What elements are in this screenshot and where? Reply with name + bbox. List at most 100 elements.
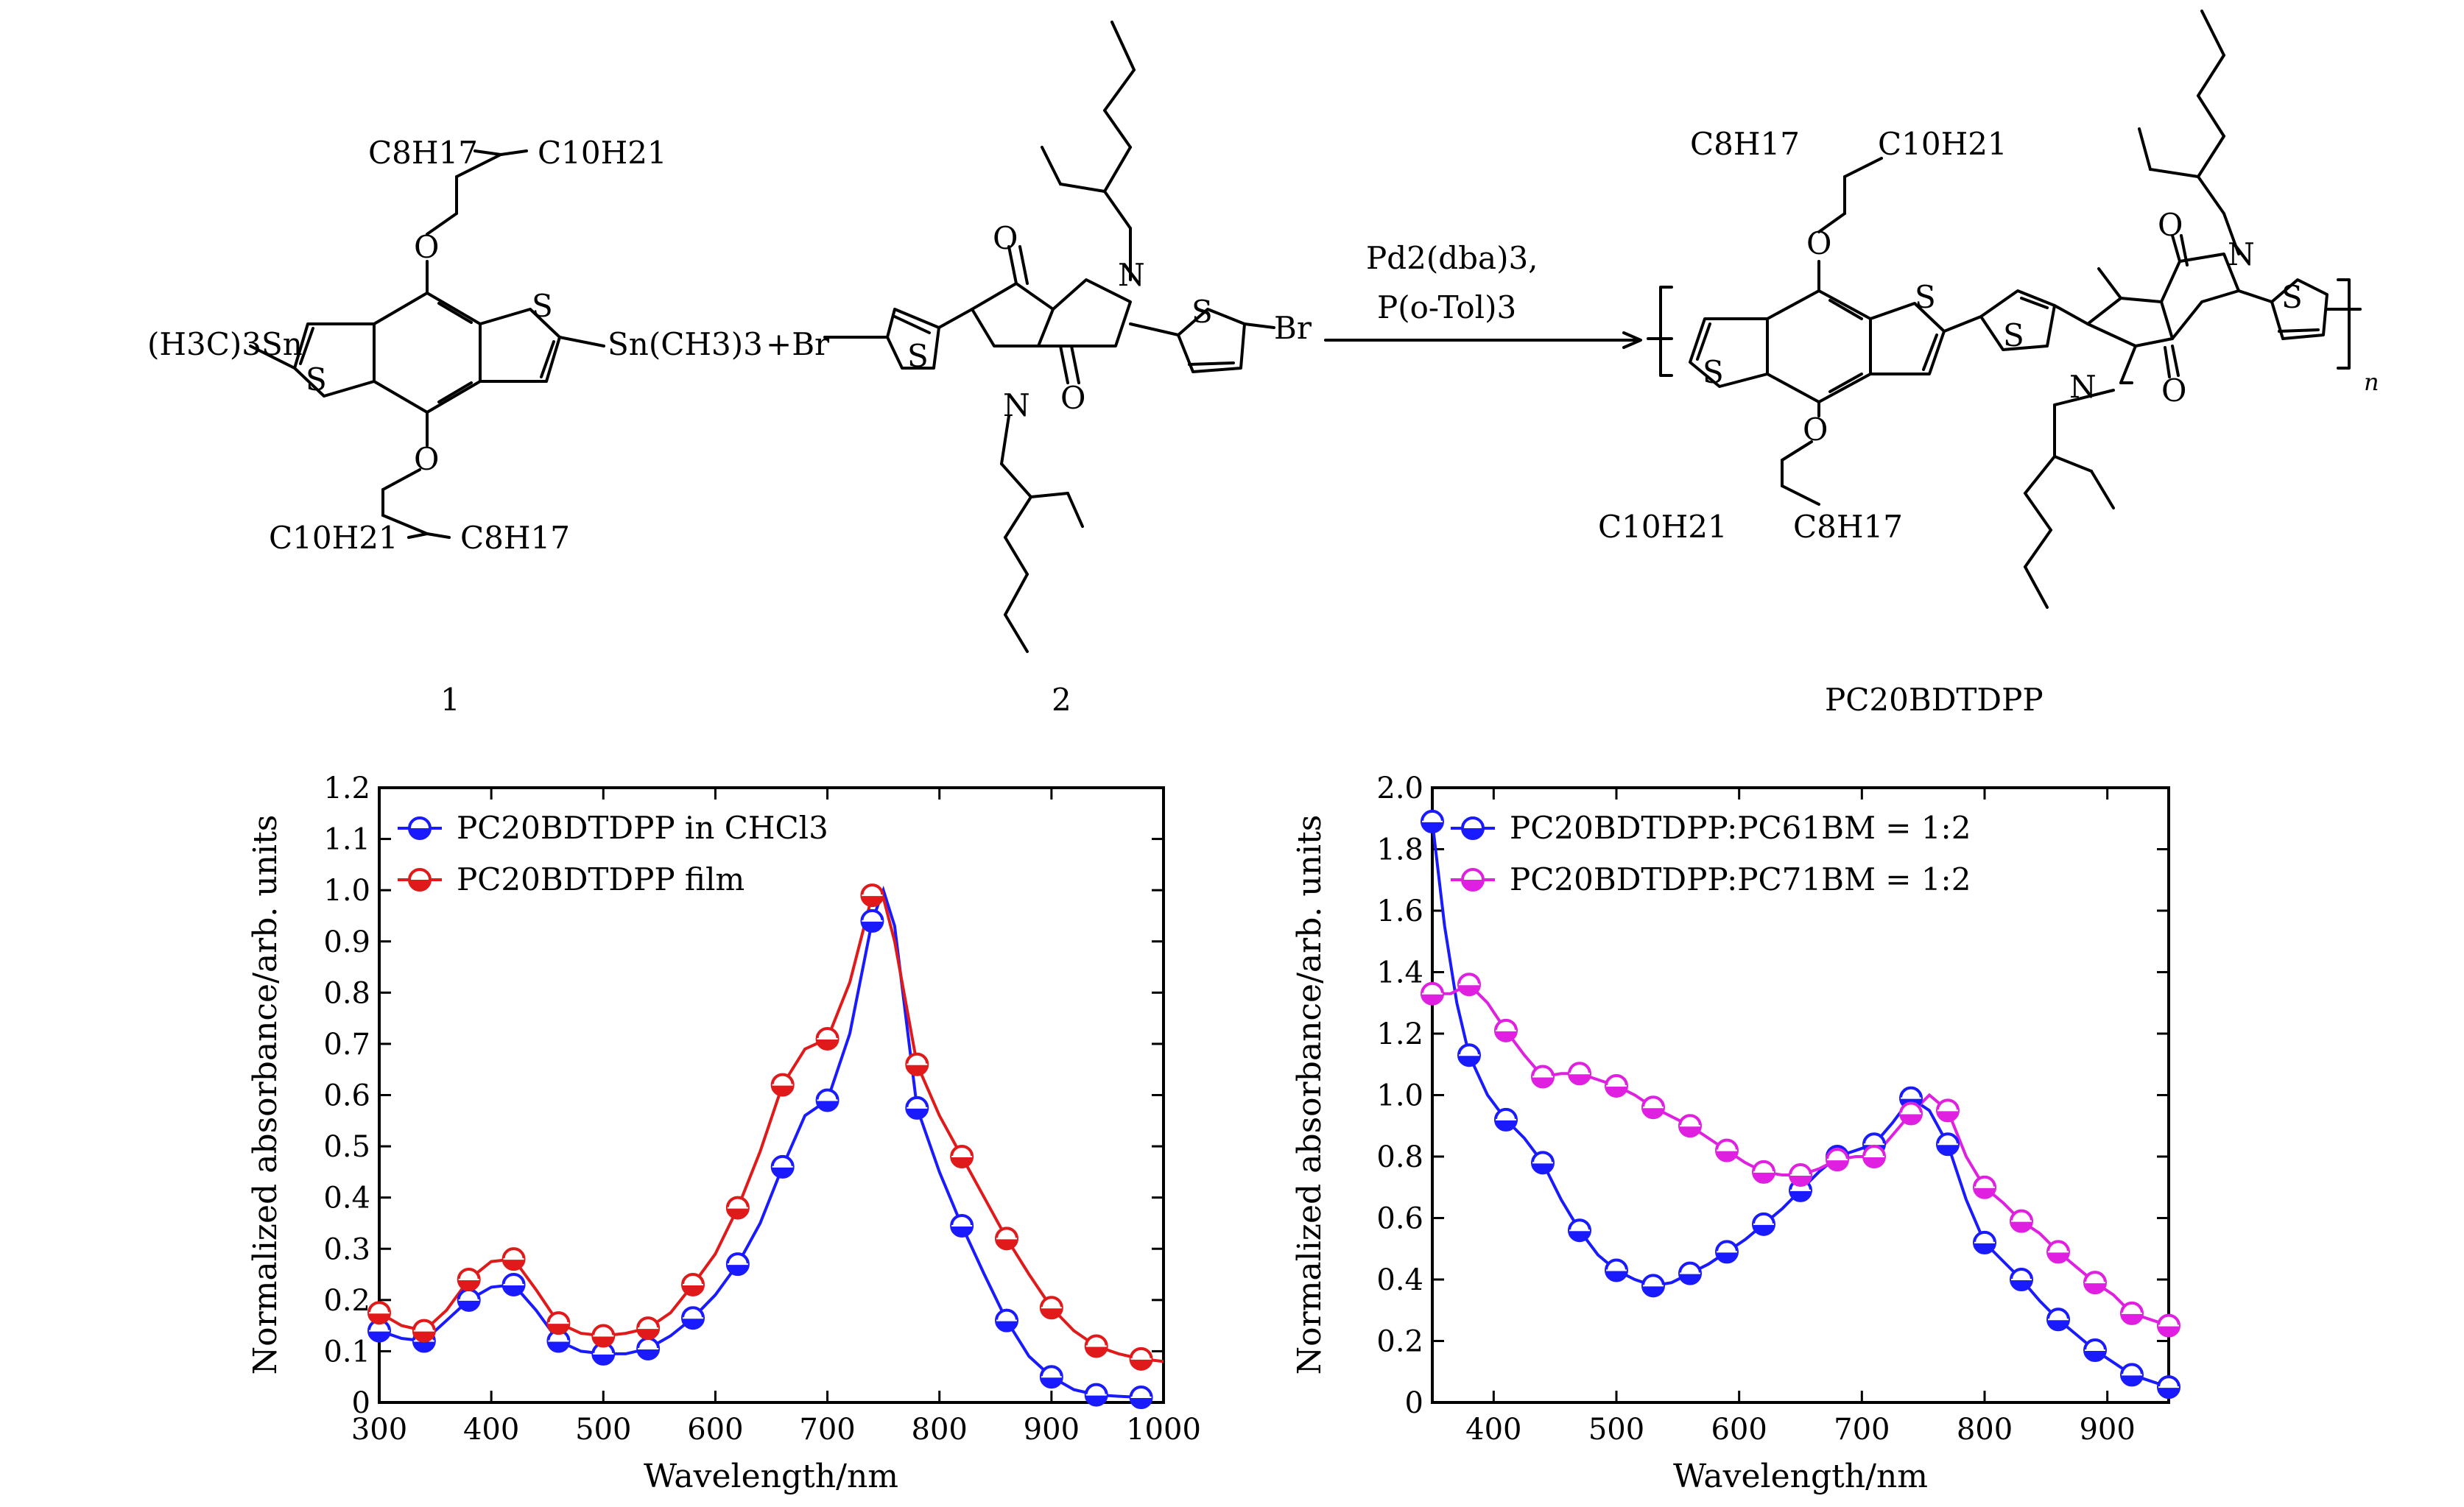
p-nitrogen-top: N (2228, 236, 2255, 272)
data-point (2157, 1313, 2180, 1338)
data-point (1084, 1334, 1108, 1358)
plot-area: 0 0.2 0.4 0.6 0.8 1.0 1.2 1.4 1.6 1.8 2.0 400 500 60… (1376, 772, 2180, 1447)
data-point (636, 1336, 661, 1360)
conditions-line2: P(o-Tol)3 (1377, 289, 1516, 325)
r2-nitrogen-bottom: N (1003, 387, 1030, 423)
r2-nitrogen-top: N (1118, 257, 1145, 293)
data-point (681, 1306, 705, 1330)
absorbance-chart-solution-film: 0 0.1 0.2 0.3 0.4 0.5 0.6 0.7 0.8 0.9 1.0 1.1 1.2 30… (247, 772, 1201, 1495)
absorbance-chart-blends: 0 0.2 0.4 0.6 0.8 1.0 1.2 1.4 1.6 1.8 2.0 400 500 60… (1291, 772, 2180, 1495)
data-point (1531, 1151, 1555, 1175)
data-point (1039, 1365, 1063, 1389)
x-tick-label: 900 (2079, 1413, 2135, 1447)
data-point (1936, 1098, 1960, 1123)
x-axis-label: Wavelength/nm (1673, 1458, 1928, 1495)
data-point (1752, 1212, 1775, 1236)
legend-marker (1461, 816, 1485, 840)
data-point (1494, 1107, 1518, 1132)
r2-oxygen-top: O (993, 220, 1018, 256)
data-point (905, 1095, 929, 1120)
conditions-line1: Pd2(dba)3, (1366, 240, 1538, 276)
data-point (2083, 1271, 2107, 1295)
p-top-right: C10H21 (1878, 126, 2007, 162)
x-tick-label: 800 (912, 1413, 968, 1447)
x-tick-label: 700 (799, 1413, 855, 1447)
y-tick-label: 1.0 (323, 874, 370, 908)
data-point (995, 1308, 1018, 1333)
data-point (950, 1145, 974, 1168)
y-tick-label: 0.6 (323, 1079, 370, 1113)
data-point (1715, 1240, 1739, 1264)
data-point (2010, 1209, 2033, 1233)
data-point (2157, 1375, 2180, 1400)
plus-br: +Br (766, 326, 830, 362)
legend-marker (408, 816, 432, 840)
series-line-2 (379, 893, 1164, 1363)
legend-marker (408, 868, 432, 892)
r1-sulfur-left: S (306, 361, 327, 398)
p-sulfur-2: S (1703, 354, 1724, 390)
x-tick-label: 500 (575, 1413, 631, 1447)
r1-top-left: C8H17 (368, 135, 478, 171)
data-point (905, 1052, 929, 1076)
data-point (1789, 1163, 1812, 1187)
y-tick-label: 1.4 (1376, 956, 1423, 990)
x-tick-label: 400 (463, 1413, 519, 1447)
plot-area: 0 0.1 0.2 0.3 0.4 0.5 0.6 0.7 0.8 0.9 1.0 1.1 1.2 30… (323, 772, 1201, 1447)
data-point (1641, 1274, 1665, 1298)
x-tick-label: 1000 (1126, 1413, 1201, 1447)
data-point (1862, 1145, 1886, 1168)
x-tick-label: 900 (1024, 1413, 1080, 1447)
data-point (1421, 981, 1444, 1006)
y-tick-label: 0.3 (323, 1232, 370, 1266)
y-tick-label: 1.6 (1376, 894, 1423, 928)
x-tick-label: 500 (1588, 1413, 1644, 1447)
data-point (1494, 1018, 1518, 1042)
data-point (591, 1324, 616, 1348)
data-point (1129, 1347, 1153, 1371)
y-tick-label: 0.8 (1376, 1140, 1423, 1174)
y-tick-label: 0.1 (323, 1335, 370, 1369)
data-point (1457, 1043, 1481, 1067)
data-point (725, 1196, 750, 1220)
y-tick-label: 0.4 (323, 1182, 370, 1215)
p-oxygen-dpp-bottom: O (2161, 373, 2186, 409)
r2-sulfur-left: S (907, 338, 929, 374)
r1-right-group: Sn(CH3)3 (608, 326, 763, 362)
data-point (770, 1073, 795, 1097)
legend-label: PC20BDTDPP in CHCl3 (457, 810, 828, 846)
r1-bottom-right: C8H17 (460, 520, 570, 556)
data-point (2083, 1338, 2107, 1363)
data-point (1678, 1261, 1702, 1285)
x-tick-label: 300 (351, 1413, 407, 1447)
p-bottom-right: C8H17 (1793, 509, 1903, 545)
data-point (860, 883, 884, 908)
data-point (815, 1026, 839, 1051)
compound-1-label: 1 (440, 682, 460, 718)
r1-oxygen-top: O (414, 229, 439, 265)
r1-oxygen-bottom: O (414, 441, 439, 477)
data-point (1421, 809, 1444, 833)
data-point (1752, 1160, 1775, 1184)
data-point (1899, 1101, 1923, 1126)
x-axis-label: Wavelength/nm (644, 1458, 898, 1495)
data-point (2120, 1301, 2144, 1325)
y-tick-label: 1.8 (1376, 833, 1423, 867)
data-point (1641, 1095, 1665, 1120)
p-oxygen-top: O (1806, 225, 1831, 261)
p-oxygen-bottom: O (1803, 412, 1828, 448)
data-point (1039, 1296, 1063, 1320)
data-point (950, 1213, 974, 1238)
x-tick-label: 400 (1465, 1413, 1521, 1447)
p-bottom-left: C10H21 (1598, 509, 1728, 545)
data-point (1826, 1148, 1849, 1172)
legend-label: PC20BDTDPP:PC61BM = 1:2 (1510, 810, 1971, 846)
data-point (1973, 1175, 1996, 1199)
data-point (2046, 1240, 2070, 1264)
y-tick-label: 0.9 (323, 925, 370, 959)
data-point (2120, 1363, 2144, 1387)
data-point (770, 1154, 795, 1179)
y-tick-label: 1.0 (1376, 1079, 1423, 1113)
data-point (995, 1227, 1018, 1251)
y-tick-label: 0.2 (323, 1284, 370, 1318)
